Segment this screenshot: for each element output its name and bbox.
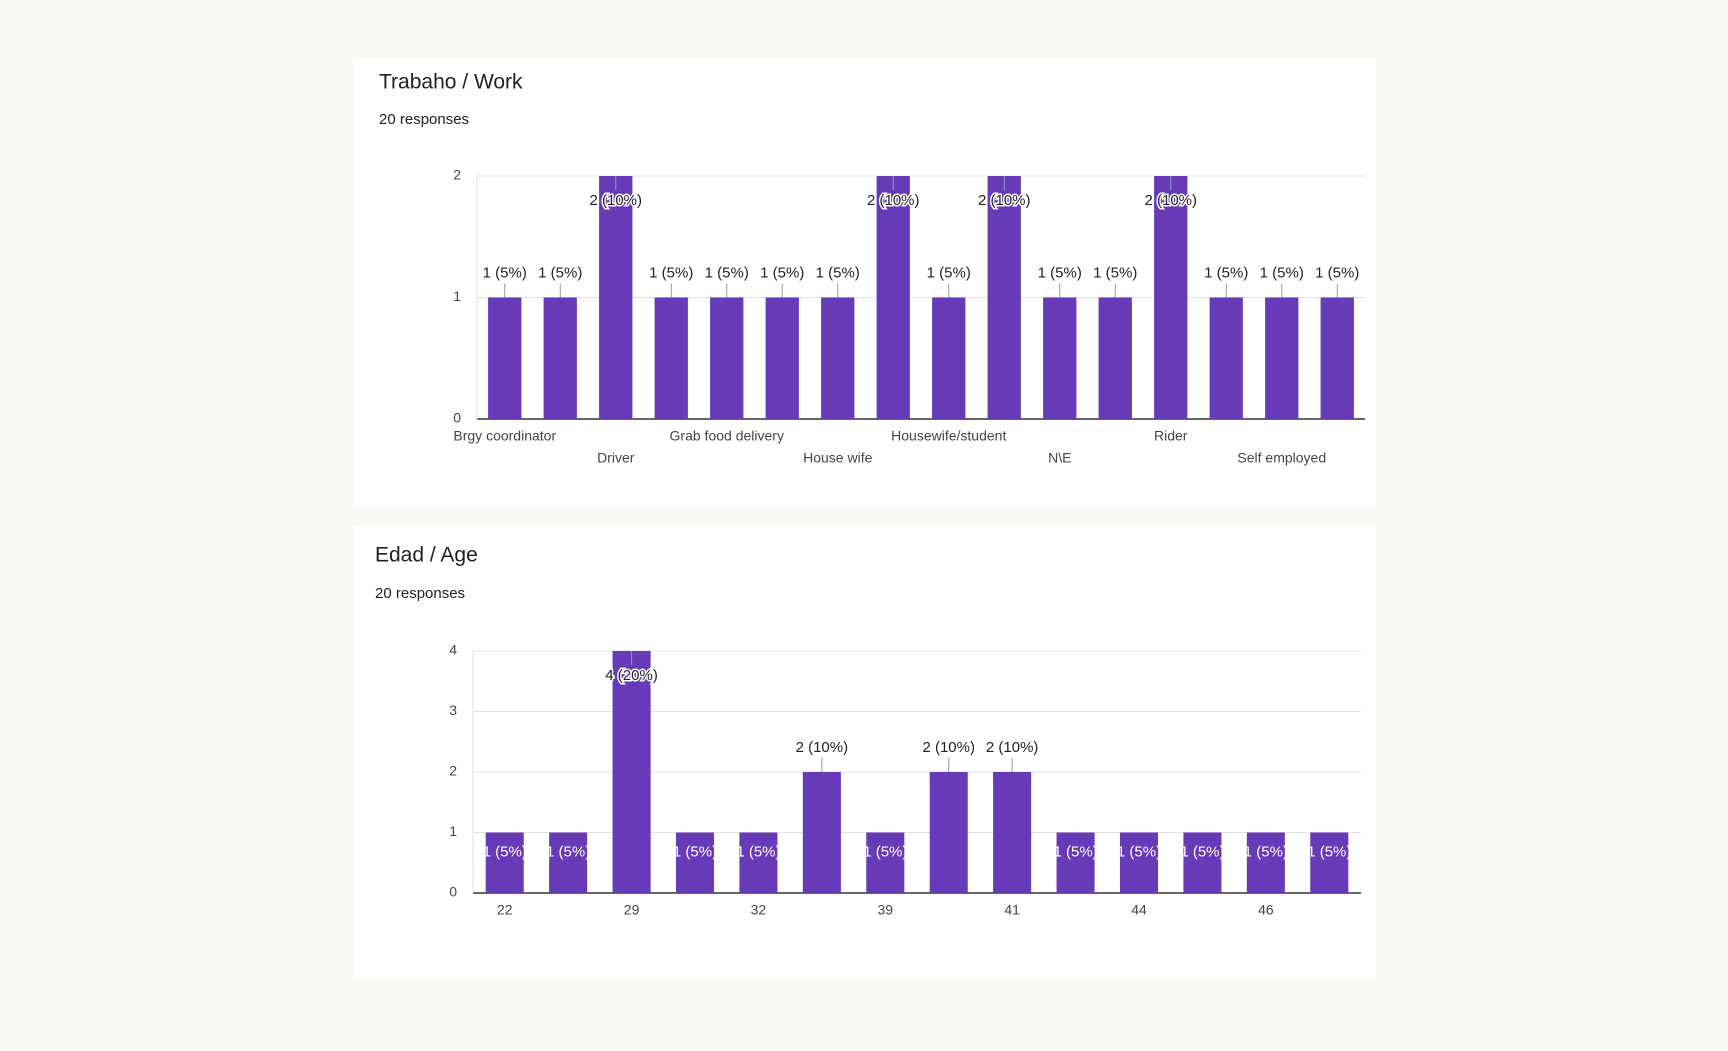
bar bbox=[675, 832, 715, 893]
chart-title: Trabaho / Work bbox=[379, 71, 523, 94]
data-label: 1 (5%) bbox=[1117, 843, 1161, 860]
data-label: 1 (5%) bbox=[483, 843, 527, 860]
data-label: 1 (5%) bbox=[538, 264, 582, 281]
y-tick-label: 4 bbox=[449, 642, 457, 658]
data-label: 1 (5%) bbox=[1315, 264, 1359, 281]
x-tick-label: Driver bbox=[597, 450, 635, 466]
bar bbox=[932, 297, 966, 419]
x-tick-label: Brgy coordinator bbox=[453, 428, 556, 444]
bar bbox=[1265, 297, 1299, 419]
bar bbox=[993, 772, 1032, 893]
data-label: 2 (10%) bbox=[867, 192, 920, 209]
bar bbox=[710, 297, 744, 419]
data-label: 2 (10%) bbox=[922, 739, 975, 756]
data-label: 1 (5%) bbox=[927, 264, 971, 281]
bar bbox=[1246, 832, 1285, 893]
x-tick-label: 44 bbox=[1131, 902, 1147, 918]
bar bbox=[821, 297, 855, 419]
bar bbox=[1043, 297, 1077, 419]
bar bbox=[543, 297, 577, 419]
bar bbox=[485, 832, 524, 893]
data-label: 1 (5%) bbox=[1244, 843, 1288, 860]
bar bbox=[1209, 297, 1243, 419]
bar bbox=[1056, 832, 1095, 893]
data-label: 1 (5%) bbox=[1038, 264, 1082, 281]
data-label: 1 (5%) bbox=[649, 264, 693, 281]
data-label: 1 (5%) bbox=[736, 843, 780, 860]
card bbox=[353, 57, 1376, 508]
data-label: 1 (5%) bbox=[1307, 843, 1351, 860]
x-tick-label: 41 bbox=[1004, 902, 1020, 918]
bar bbox=[1154, 176, 1188, 419]
data-label: 1 (5%) bbox=[816, 264, 860, 281]
bar bbox=[1119, 832, 1159, 893]
bar bbox=[739, 832, 778, 893]
bar bbox=[599, 176, 633, 419]
data-label: 2 (10%) bbox=[1144, 192, 1197, 209]
x-tick-label: 29 bbox=[624, 902, 640, 918]
bar bbox=[654, 297, 688, 419]
x-tick-label: Rider bbox=[1154, 428, 1188, 444]
bar bbox=[987, 176, 1021, 419]
data-label: 4 (20%) bbox=[605, 667, 658, 684]
x-tick-label: 39 bbox=[877, 902, 893, 918]
bar bbox=[488, 297, 522, 419]
y-tick-label: 1 bbox=[453, 288, 461, 304]
data-label: 1 (5%) bbox=[1260, 264, 1304, 281]
x-tick-label: 32 bbox=[751, 902, 767, 918]
data-label: 2 (10%) bbox=[796, 739, 849, 756]
x-tick-label: Self employed bbox=[1237, 450, 1326, 466]
y-tick-label: 1 bbox=[449, 823, 457, 839]
bar bbox=[1183, 832, 1222, 893]
y-tick-label: 2 bbox=[449, 763, 457, 779]
bar bbox=[765, 297, 799, 419]
bar bbox=[802, 772, 841, 893]
data-label: 1 (5%) bbox=[1180, 843, 1224, 860]
chart-title: Edad / Age bbox=[375, 544, 478, 567]
x-tick-label: House wife bbox=[803, 450, 872, 466]
x-tick-label: Housewife/student bbox=[891, 428, 1006, 444]
data-label: 2 (10%) bbox=[986, 739, 1039, 756]
y-tick-label: 0 bbox=[449, 884, 457, 900]
data-label: 1 (5%) bbox=[546, 843, 590, 860]
bar bbox=[866, 832, 905, 893]
data-label: 1 (5%) bbox=[1204, 264, 1248, 281]
data-label: 1 (5%) bbox=[1093, 264, 1137, 281]
x-tick-label: 46 bbox=[1258, 902, 1274, 918]
bar bbox=[1310, 832, 1349, 893]
data-label: 1 (5%) bbox=[673, 843, 717, 860]
bar bbox=[1320, 297, 1354, 419]
data-label: 1 (5%) bbox=[705, 264, 749, 281]
subtitle: 20 responses bbox=[375, 585, 465, 602]
data-label: 2 (10%) bbox=[978, 192, 1031, 209]
subtitle: 20 responses bbox=[379, 111, 469, 128]
data-label: 1 (5%) bbox=[1053, 843, 1097, 860]
bar bbox=[929, 772, 968, 893]
data-label: 1 (5%) bbox=[863, 843, 907, 860]
bar bbox=[1098, 297, 1132, 419]
x-tick-label: N\E bbox=[1048, 450, 1071, 466]
bar bbox=[876, 176, 910, 419]
data-label: 1 (5%) bbox=[760, 264, 804, 281]
card bbox=[353, 526, 1376, 979]
y-tick-label: 2 bbox=[453, 167, 461, 183]
y-tick-label: 0 bbox=[453, 410, 461, 426]
y-tick-label: 3 bbox=[449, 702, 457, 718]
data-label: 1 (5%) bbox=[483, 264, 527, 281]
bar bbox=[549, 832, 588, 893]
x-tick-label: Grab food delivery bbox=[670, 428, 784, 444]
bar bbox=[612, 651, 651, 893]
x-tick-label: 22 bbox=[497, 902, 513, 918]
data-label: 2 (10%) bbox=[589, 192, 642, 209]
